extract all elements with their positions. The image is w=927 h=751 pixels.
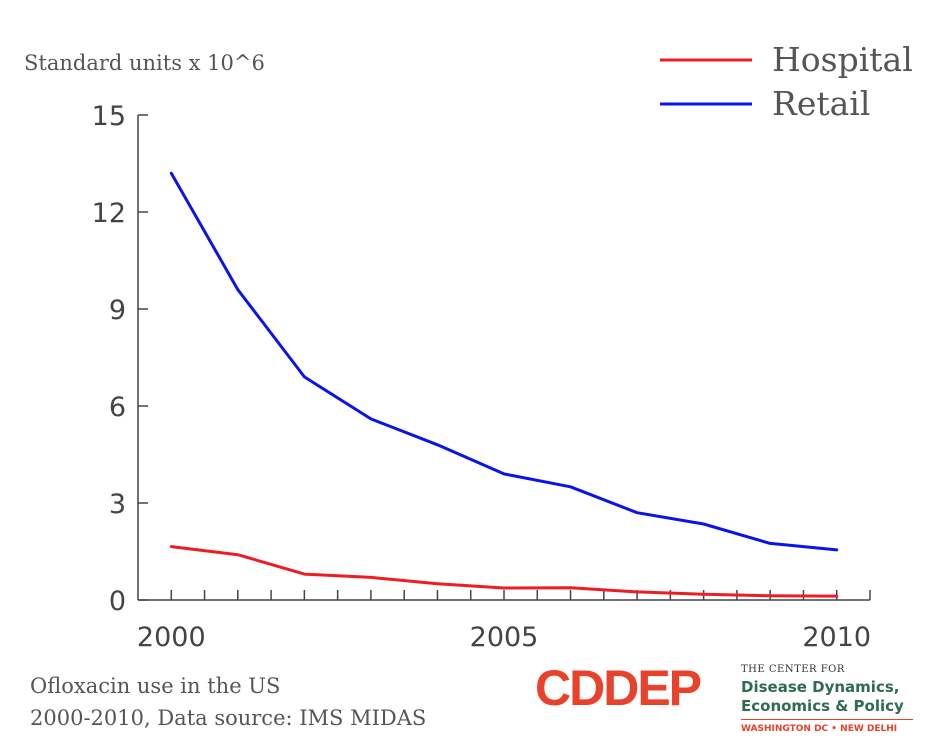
axes: 0 3 6 9 12 15 2000 2005 2010 [92,101,871,653]
legend-label-retail: Retail [772,84,870,123]
x-tick-label: 2005 [470,622,539,653]
y-axis-title: Standard units x 10^6 [24,51,265,75]
x-tick-label: 2000 [137,622,206,653]
logo-small-text: THE CENTER FOR [741,664,845,675]
logo-rule [741,719,913,720]
logo-wordmark: CDDEP [535,660,702,716]
y-tick-label: 0 [109,586,126,617]
legend: Hospital Retail [660,40,913,123]
logo-line-1: Disease Dynamics, [741,678,900,696]
series-line-retail [169,171,839,552]
cddep-logo: CDDEP THE CENTER FOR Disease Dynamics, E… [535,660,915,740]
y-tick-label: 9 [109,295,126,326]
x-tick-label: 2010 [802,622,871,653]
y-tick-label: 3 [109,489,126,520]
series-line-hospital [169,545,839,598]
y-tick-label: 12 [92,198,126,229]
y-tick-label: 6 [109,392,126,423]
logo-cities: WASHINGTON DC • NEW DELHI [741,724,898,734]
logo-line-2: Economics & Policy [741,697,904,715]
legend-label-hospital: Hospital [772,40,913,79]
series-layer [169,171,839,598]
y-tick-label: 15 [92,101,126,132]
caption-title: Ofloxacin use in the US [30,674,281,698]
caption-source: 2000-2010, Data source: IMS MIDAS [30,706,427,730]
